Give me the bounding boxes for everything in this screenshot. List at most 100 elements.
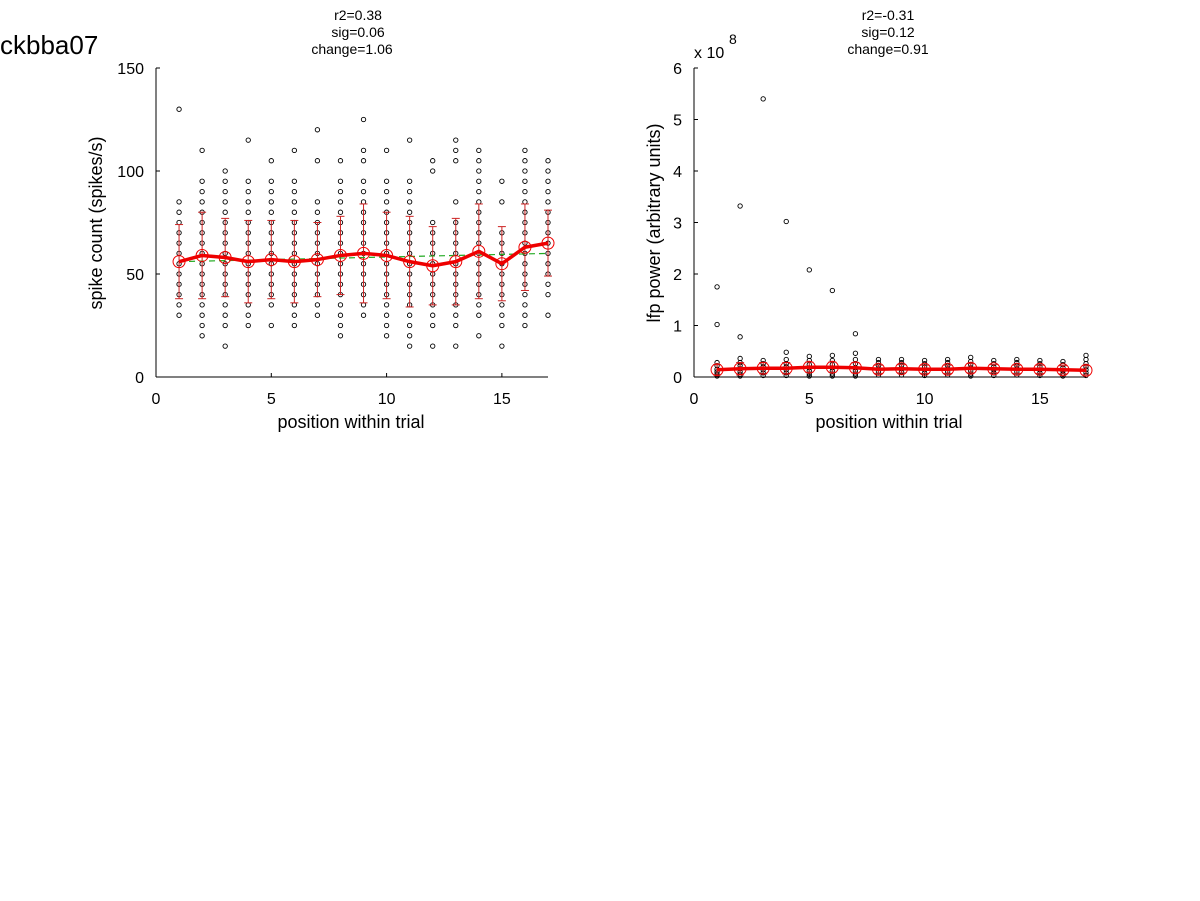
panel-1-data-point <box>545 312 551 318</box>
panel-2-mean-marker <box>802 360 816 374</box>
panel-1-data-point <box>245 188 251 195</box>
panel-2-data-point <box>737 203 743 209</box>
panel-1-y-tick-label: 0 <box>135 370 144 387</box>
panel-2-data-point <box>875 356 882 363</box>
panel-1-data-point <box>360 158 367 164</box>
panel-1-mean-marker <box>241 255 255 269</box>
panel-1-data-point <box>522 147 528 154</box>
panel-2-mean-marker <box>1056 363 1070 377</box>
panel-1-data-point <box>545 178 551 184</box>
panel-1-y-tick-label: 50 <box>126 267 144 284</box>
panel-1-data-point <box>222 199 228 205</box>
panel-2-mean-marker <box>987 362 1001 376</box>
panel-1-data-point <box>314 312 321 318</box>
panel-2-x-tick-label: 15 <box>1031 391 1049 408</box>
panel-1-data-point <box>360 302 367 308</box>
panel-1-annotation-change: change=1.06 <box>311 41 393 57</box>
panel-1-data-point <box>199 147 205 154</box>
panel-2-data-point <box>852 350 859 356</box>
panel-1-data-point <box>360 312 367 318</box>
panel-2-x-tick-label: 0 <box>690 391 699 408</box>
panel-1-data-point <box>222 168 228 174</box>
panel-2-mean-marker <box>710 363 724 377</box>
panel-1-data-point <box>268 209 274 215</box>
panel-1-x-tick-label: 15 <box>493 391 511 408</box>
panel-1-data-point <box>453 343 459 349</box>
panel-1-data-point <box>199 333 205 339</box>
panel-2-mean-marker <box>1033 362 1047 376</box>
panel-2-mean-marker <box>941 362 955 376</box>
panel-1-mean-line <box>178 241 549 268</box>
panel-1-data-point <box>476 147 482 154</box>
panel-1-data-point <box>430 168 436 174</box>
panel-2-data-point <box>1014 356 1020 363</box>
panel-1-data-point <box>222 302 228 308</box>
panel-2-x-axis-label: position within trial <box>815 412 962 432</box>
panel-1-data-point <box>522 302 528 308</box>
panel-1-x-tick-label: 5 <box>267 391 276 408</box>
panel-1-data-point <box>245 137 251 143</box>
panel-1-data-point <box>545 291 551 298</box>
panel-1-data-point <box>337 178 344 184</box>
panel-1-data-point <box>268 199 274 205</box>
panel-1-mean-marker <box>287 255 301 269</box>
panel-1-data-point <box>499 199 505 205</box>
panel-1-data-point <box>268 302 274 308</box>
panel-1-x-axis-label: position within trial <box>277 412 424 432</box>
panel-1-data-point <box>337 209 344 215</box>
panel-2-x-tick-label: 10 <box>916 391 934 408</box>
panel-1-data-point <box>360 178 367 184</box>
panel-1-mean-marker <box>495 257 509 271</box>
panel-1-data-point <box>360 116 367 123</box>
panel-1-data-point <box>245 302 251 308</box>
panel-1-mean-marker <box>518 240 532 254</box>
panel-1-data-point <box>522 158 528 164</box>
panel-2-mean-marker <box>756 361 770 375</box>
panel-1-y-tick-label: 150 <box>117 61 144 78</box>
panel-1-data-point <box>522 322 528 329</box>
panel-1-data-point <box>176 199 182 205</box>
panel-1-data-point <box>453 147 459 154</box>
panel-2-y-tick-label: 3 <box>673 216 682 233</box>
panel-1-data-point <box>406 322 413 329</box>
panel-1-annotation-r2: r2=0.38 <box>334 7 382 23</box>
panel-2-data-point <box>714 284 720 290</box>
panel-2-y-tick-label: 2 <box>673 267 682 284</box>
panel-2-data-point <box>921 357 928 364</box>
panel-1-mean-marker <box>403 255 417 269</box>
panel-2-data-point <box>829 373 836 379</box>
panel-1-data-point <box>545 168 551 174</box>
panel-1-data-point <box>499 302 505 308</box>
panel-2-x-tick-label: 5 <box>805 391 814 408</box>
panel-1-data-point <box>176 106 182 112</box>
panel-1-data-point <box>245 209 251 215</box>
panel-2-annotation-sig: sig=0.12 <box>861 24 915 40</box>
panel-2-data-point <box>714 321 720 328</box>
panel-2-scale-exponent: 8 <box>729 31 737 47</box>
panel-2-y-tick-label: 5 <box>673 113 682 130</box>
panel-1-data-point <box>314 209 321 215</box>
panel-1-mean-marker <box>357 246 371 260</box>
panel-1-data-point <box>476 333 482 339</box>
panel-2-mean-marker <box>733 362 747 376</box>
panel-1-data-point <box>383 199 390 205</box>
panel-1-y-axis-label: spike count (spikes/s) <box>86 136 106 309</box>
panel-2-mean-marker <box>895 362 909 376</box>
panel-1-data-point <box>314 302 321 308</box>
panel-2-data-point <box>737 334 743 340</box>
panel-1-data-point <box>406 199 413 205</box>
panel-1-data-point <box>199 188 205 195</box>
panel-2-mean-marker <box>964 361 978 375</box>
panel-1-data-point <box>222 343 228 349</box>
panel-2-data-point <box>760 96 766 102</box>
panel-2-mean-marker <box>825 360 839 374</box>
panel-1-data-point <box>176 312 182 318</box>
panel-2-mean-marker <box>779 361 793 375</box>
panel-1-mean-marker <box>426 259 440 273</box>
panel-1-data-point <box>314 199 321 205</box>
panel-1-data-point <box>291 322 298 329</box>
panel-1-data-point <box>337 333 344 339</box>
panel-1-data-point <box>476 168 482 174</box>
panel-1-mean-marker <box>264 253 278 267</box>
